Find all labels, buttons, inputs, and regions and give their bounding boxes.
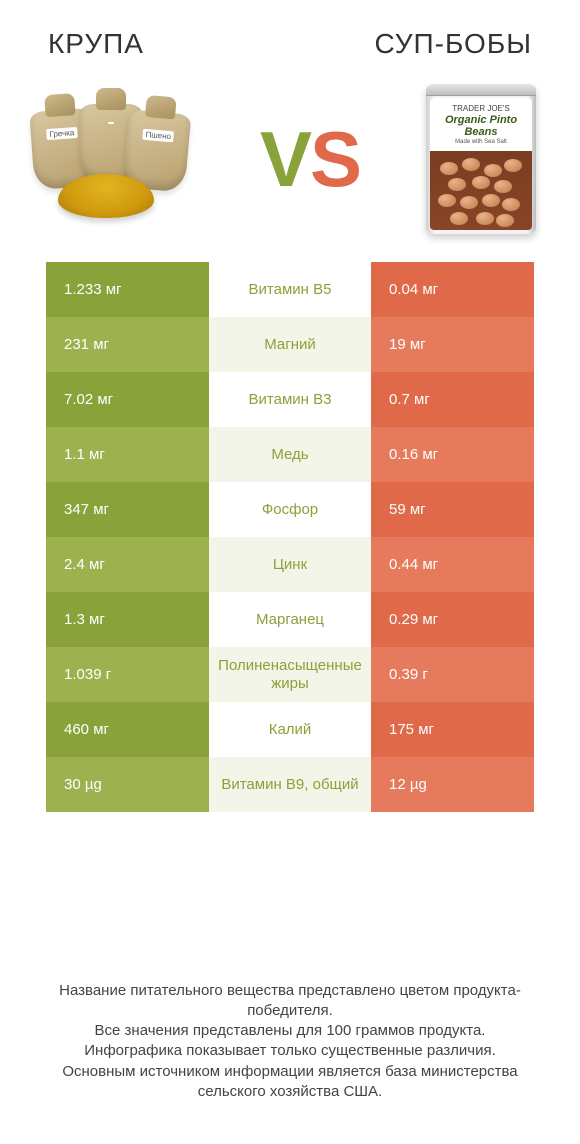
value-right: 0.29 мг xyxy=(371,592,534,647)
value-left: 7.02 мг xyxy=(46,372,209,427)
table-row: 1.1 мгМедь0.16 мг xyxy=(46,427,534,482)
footer-line: Инфографика показывает только существенн… xyxy=(30,1041,550,1061)
value-right: 0.16 мг xyxy=(371,427,534,482)
nutrient-label: Калий xyxy=(209,702,371,757)
nutrient-label: Полиненасыщенные жиры xyxy=(209,647,371,702)
nutrient-label: Цинк xyxy=(209,537,371,592)
nutrient-label: Витамин B3 xyxy=(209,372,371,427)
value-right: 59 мг xyxy=(371,482,534,537)
table-row: 231 мгМагний19 мг xyxy=(46,317,534,372)
nutrient-label: Витамин B9, общий xyxy=(209,757,371,812)
table-row: 1.233 мгВитамин B50.04 мг xyxy=(46,262,534,317)
vs-label: VS xyxy=(260,114,360,205)
header: КРУПА СУП-БОБЫ xyxy=(0,0,580,60)
value-left: 1.039 г xyxy=(46,647,209,702)
value-right: 0.04 мг xyxy=(371,262,534,317)
title-left: КРУПА xyxy=(48,28,144,60)
value-left: 460 мг xyxy=(46,702,209,757)
nutrient-label: Фосфор xyxy=(209,482,371,537)
nutrient-label: Медь xyxy=(209,427,371,482)
value-right: 0.44 мг xyxy=(371,537,534,592)
bag-tag: Гречка xyxy=(46,127,78,140)
nutrient-label: Витамин B5 xyxy=(209,262,371,317)
value-left: 231 мг xyxy=(46,317,209,372)
table-row: 30 µgВитамин B9, общий12 µg xyxy=(46,757,534,812)
vs-s: S xyxy=(310,115,360,203)
value-left: 2.4 мг xyxy=(46,537,209,592)
footer-line: Основным источником информации является … xyxy=(30,1062,550,1103)
footer-note: Название питательного вещества представл… xyxy=(30,981,550,1103)
value-right: 0.39 г xyxy=(371,647,534,702)
footer-line: Все значения представлены для 100 граммо… xyxy=(30,1021,550,1041)
nutrient-label: Марганец xyxy=(209,592,371,647)
product-right-image: TRADER JOE'S Organic Pinto Beans Made wi… xyxy=(426,84,536,234)
product-left-image: Гречка Пшено xyxy=(24,94,194,224)
comparison-table: 1.233 мгВитамин B50.04 мг231 мгМагний19 … xyxy=(46,262,534,812)
table-row: 347 мгФосфор59 мг xyxy=(46,482,534,537)
footer-line: Название питательного вещества представл… xyxy=(30,981,550,1022)
value-right: 175 мг xyxy=(371,702,534,757)
nutrient-label: Магний xyxy=(209,317,371,372)
can-name: Organic Pinto Beans xyxy=(430,115,532,138)
can-brand: TRADER JOE'S xyxy=(452,104,510,113)
table-row: 7.02 мгВитамин B30.7 мг xyxy=(46,372,534,427)
can-sub: Made with Sea Salt xyxy=(455,139,507,145)
hero: Гречка Пшено VS TRADER JOE'S Organic Pin… xyxy=(0,60,580,262)
title-right: СУП-БОБЫ xyxy=(374,28,532,60)
value-right: 19 мг xyxy=(371,317,534,372)
table-row: 1.039 гПолиненасыщенные жиры0.39 г xyxy=(46,647,534,702)
table-row: 460 мгКалий175 мг xyxy=(46,702,534,757)
value-left: 1.233 мг xyxy=(46,262,209,317)
vs-v: V xyxy=(260,115,310,203)
value-left: 1.1 мг xyxy=(46,427,209,482)
table-row: 1.3 мгМарганец0.29 мг xyxy=(46,592,534,647)
value-left: 30 µg xyxy=(46,757,209,812)
table-row: 2.4 мгЦинк0.44 мг xyxy=(46,537,534,592)
value-left: 347 мг xyxy=(46,482,209,537)
value-right: 12 µg xyxy=(371,757,534,812)
value-left: 1.3 мг xyxy=(46,592,209,647)
value-right: 0.7 мг xyxy=(371,372,534,427)
bag-tag: Пшено xyxy=(142,129,174,143)
bag-tag xyxy=(108,122,114,124)
